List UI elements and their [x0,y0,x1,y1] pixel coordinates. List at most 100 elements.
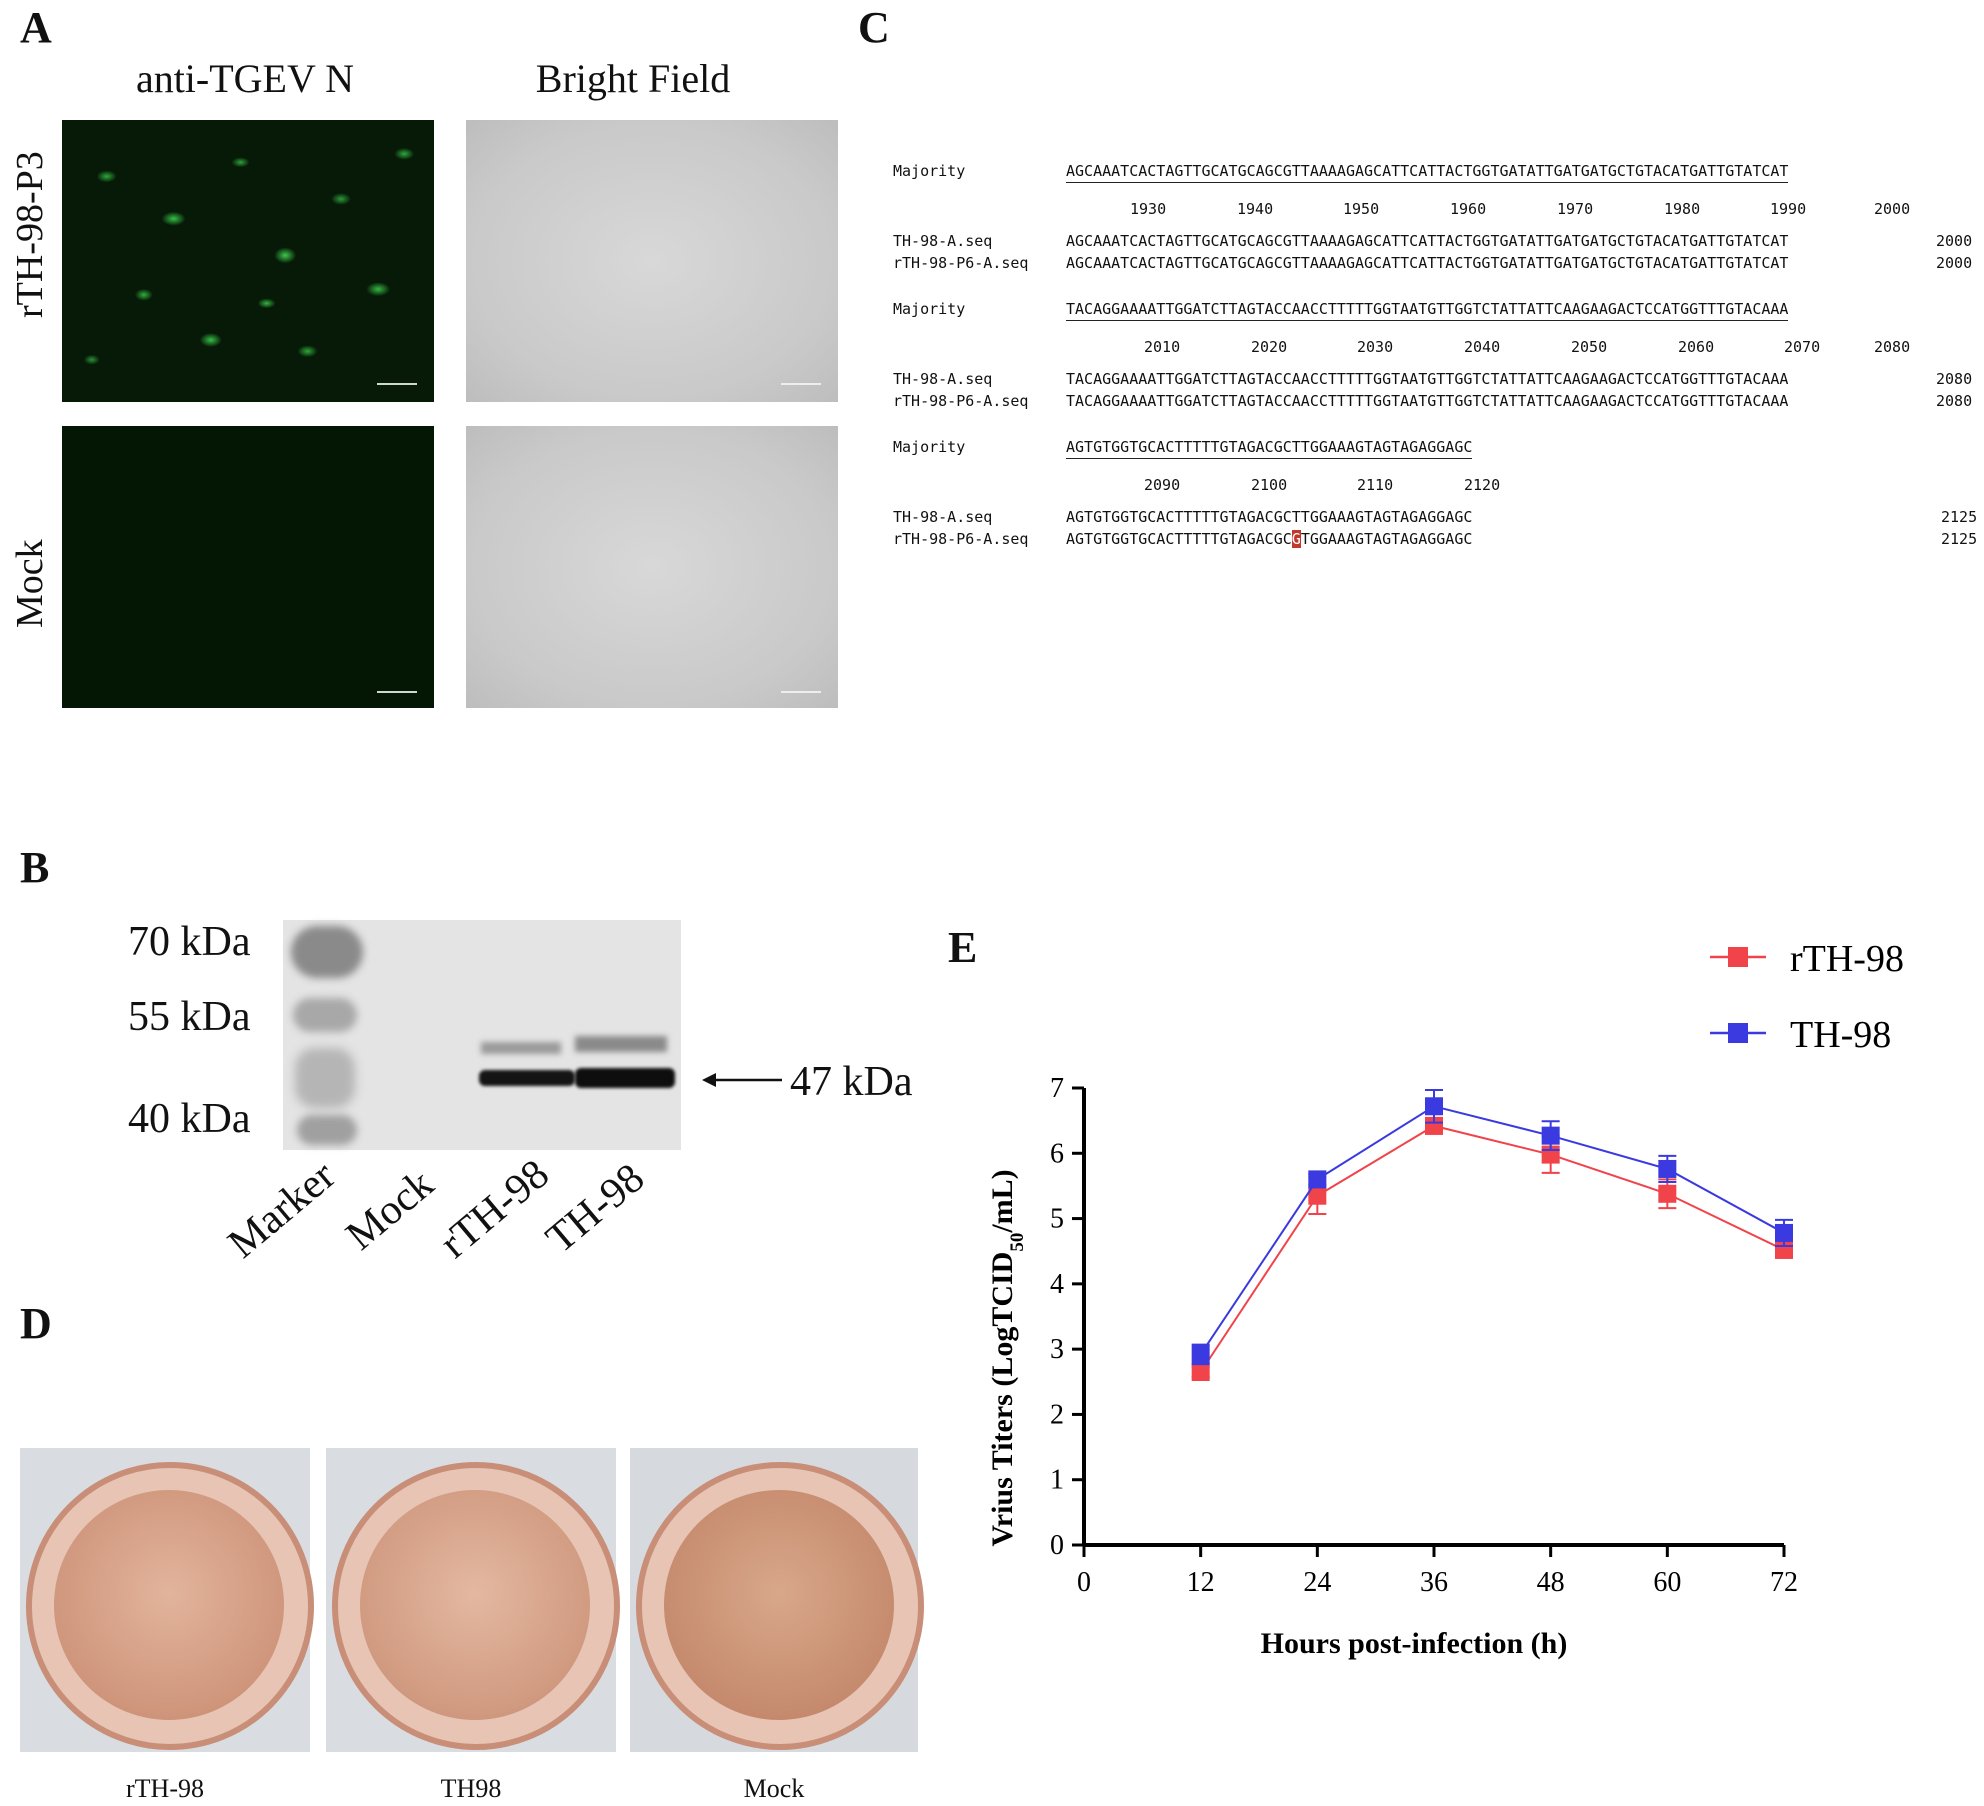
legend-marker [1728,947,1748,967]
y-tick-label: 0 [1050,1530,1064,1561]
y-axis-title-sub: 50 [1007,1233,1028,1252]
majority-sequence: AGCAAATCACTAGTTGCATGCAGCGTTAAAAGAGCATTCA… [1066,160,1789,183]
sequence-segment: TGGAAAGTAGTAGAGGAGC [1300,530,1473,548]
legend-label: TH-98 [1790,1014,1891,1056]
marker-label-70: 70 kDa [128,919,251,965]
ruler-tick: 2080 [1874,338,1911,356]
legend-marker [1728,1023,1748,1043]
lane-label-mock: Mock [337,1161,443,1260]
lane-label-th98: TH-98 [537,1155,654,1263]
x-tick-label: 72 [1770,1567,1798,1598]
data-point-TH-98 [1308,1170,1327,1189]
position-ruler: 2010 2020 2030 2040 2050 2060 2070 2080 [1066,336,1910,356]
band-47kda-rth98 [479,1070,575,1086]
ruler-tick: 2050 [1571,338,1608,356]
marker-label-40: 40 kDa [128,1096,251,1142]
panel-a-col-title-bright: Bright Field [535,56,731,101]
sequence-end-position: 2080 [1936,392,1973,410]
band-arrow [702,1073,782,1087]
x-tick-label: 0 [1077,1567,1091,1598]
x-tick-label: 12 [1187,1567,1215,1598]
sequence-row-mutant: AGTGTGGTGCACTTTTTGTAGACGCGTGGAAAGTAGTAGA… [1066,528,1472,550]
x-tick-label: 60 [1653,1567,1681,1598]
data-point-TH-98 [1775,1223,1793,1242]
well-medium [54,1490,284,1720]
data-point-TH-98 [1541,1126,1560,1145]
sequence-alignment: Majority AGCAAATCACTAGTTGCATGCAGCGTTAAAA… [893,160,1983,574]
marker-band [291,926,363,978]
plaque-well-mock [630,1448,924,1752]
x-tick-label: 24 [1303,1567,1331,1598]
marker-band [297,1115,357,1145]
data-point-TH-98 [1191,1345,1210,1364]
ruler-tick: 2070 [1784,338,1821,356]
data-point-TH-98 [1658,1159,1677,1178]
majority-sequence: AGTGTGGTGCACTTTTTGTAGACGCTTGGAAAGTAGTAGA… [1066,436,1473,459]
ruler-tick: 2040 [1464,338,1501,356]
sequence-name: TH-98-A.seq [893,370,993,388]
panel-a-row-label-rth: rTH-98-P3 [9,151,51,318]
brightfield-image-rth98 [466,120,838,402]
data-point-rTH-98 [1308,1186,1327,1205]
western-blot-image [283,920,681,1150]
ruler-tick: 1950 [1343,200,1380,218]
x-tick-label: 48 [1537,1567,1565,1598]
majority-sequence: TACAGGAAAATTGGATCTTAGTACCAACCTTTTTGGTAAT… [1066,298,1789,321]
ruler-tick: 2060 [1678,338,1715,356]
panel-b-letter: B [20,843,50,892]
lane-label-marker: Marker [219,1152,345,1268]
y-axis-title-main: Vrius Titers (LogTCID [986,1252,1019,1547]
ruler-tick: 2020 [1251,338,1288,356]
legend-label: rTH-98 [1790,938,1904,980]
sequence-segment: AGTGTGGTGCACTTTTTGTAGACGC [1066,530,1292,548]
sequence-name: TH-98-A.seq [893,508,993,526]
ruler-tick: 2090 [1144,476,1181,494]
panel-a-col-title-fluor: anti-TGEV N [135,56,355,101]
panel-a-letter: A [20,3,52,52]
faint-band [575,1036,667,1052]
marker-band [293,998,357,1032]
ruler-tick: 1970 [1557,200,1594,218]
panel-d-letter: D [20,1299,52,1348]
sequence-row: TACAGGAAAATTGGATCTTAGTACCAACCTTTTTGGTAAT… [1066,370,1789,388]
brightfield-image-mock [466,426,838,708]
majority-label: Majority [893,438,966,456]
fluorescence-image-rth98 [62,120,434,402]
scale-bar [377,383,417,385]
x-axis-title: Hours post-infection (h) [1261,1627,1568,1660]
position-ruler: 2090 2100 2110 2120 [1066,474,1566,494]
sequence-end-position: 2000 [1936,232,1973,250]
ruler-tick: 2100 [1251,476,1288,494]
well-medium [360,1490,590,1720]
ruler-tick: 2010 [1144,338,1181,356]
ruler-tick: 2110 [1357,476,1394,494]
scale-bar [377,691,417,693]
data-point-rTH-98 [1658,1184,1677,1203]
faint-band [481,1042,561,1054]
series-line-rTH-98 [1199,1124,1785,1373]
y-tick-label: 7 [1050,1073,1064,1104]
lane-label-rth98: rTH-98 [431,1151,558,1268]
ruler-tick: 1990 [1770,200,1807,218]
plaque-well-th98 [326,1448,620,1752]
y-tick-label: 5 [1050,1204,1064,1235]
y-axis-title-end: /mL) [986,1169,1019,1233]
sequence-row: AGCAAATCACTAGTTGCATGCAGCGTTAAAAGAGCATTCA… [1066,254,1789,272]
sequence-name: rTH-98-P6-A.seq [893,254,1029,272]
alignment-block: Majority AGTGTGGTGCACTTTTTGTAGACGCTTGGAA… [893,436,1983,574]
mutation-highlight: G [1291,530,1301,548]
ruler-tick: 2030 [1357,338,1394,356]
ruler-tick: 1930 [1130,200,1167,218]
majority-label: Majority [893,162,966,180]
well-label-mock: Mock [743,1774,805,1803]
fluorescence-image-mock [62,426,434,708]
data-point-rTH-98 [1191,1362,1210,1381]
marker-label-55: 55 kDa [128,994,251,1040]
scale-bar [781,691,821,693]
ruler-tick: 2000 [1874,200,1911,218]
sequence-row: AGTGTGGTGCACTTTTTGTAGACGCTTGGAAAGTAGTAGA… [1066,508,1473,526]
sequence-end-position: 2080 [1936,370,1973,388]
majority-label: Majority [893,300,966,318]
